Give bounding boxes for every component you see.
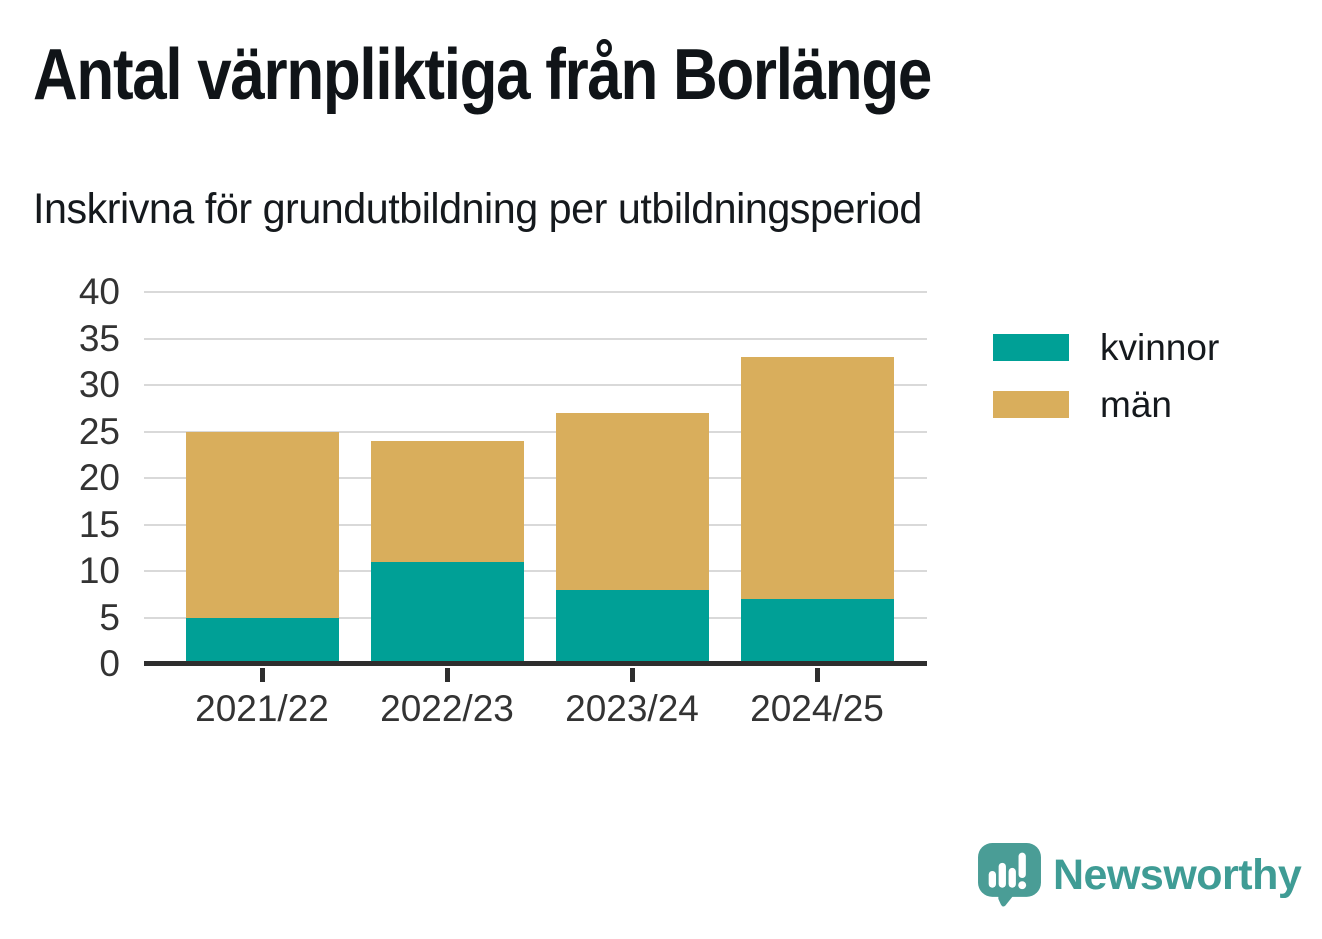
y-axis-label: 5 [99, 596, 120, 638]
gridline [144, 430, 927, 433]
legend-swatch-kvinnor [993, 333, 1069, 361]
y-axis-label: 10 [78, 550, 120, 591]
x-axis-tick [814, 668, 820, 682]
bar-segment-kvinnor [555, 589, 709, 664]
x-axis-tick [259, 668, 265, 682]
bar-segment-mn [555, 412, 709, 590]
gridline [144, 477, 927, 479]
gridline [144, 523, 927, 526]
legend: kvinnor män [993, 329, 1219, 447]
plot-area [144, 291, 927, 682]
legend-label: män [1100, 383, 1172, 425]
gridline [144, 384, 927, 386]
chart-subtitle: Inskrivna för grundutbildning per utbild… [33, 185, 922, 233]
bar-segment-kvinnor [185, 617, 339, 664]
y-axis-label: 25 [78, 410, 120, 452]
x-axis-label: 2021/22 [195, 688, 329, 729]
legend-label: kvinnor [1100, 326, 1220, 368]
y-axis-label: 30 [78, 364, 120, 405]
newsworthy-logo-icon [978, 843, 1041, 907]
gridline [144, 337, 927, 340]
legend-item-mn: män [993, 386, 1219, 423]
y-axis-label: 0 [99, 643, 120, 684]
legend-swatch-mn [993, 390, 1069, 418]
bar-segment-mn [370, 440, 524, 562]
gridline [144, 291, 927, 293]
chart-title: Antal värnpliktiga från Borlänge [33, 35, 932, 115]
y-axis-label: 15 [78, 503, 120, 545]
bar-segment-mn [740, 357, 894, 599]
bar-segment-kvinnor [370, 561, 524, 664]
bar-segment-kvinnor [740, 598, 894, 664]
bar-segment-mn [185, 431, 339, 618]
x-axis-label: 2024/25 [750, 688, 884, 729]
x-axis-line [144, 661, 927, 666]
y-axis-label: 35 [78, 317, 120, 359]
newsworthy-branding: Newsworthy [977, 842, 1302, 908]
x-axis-label: 2023/24 [565, 688, 699, 729]
newsworthy-logo-text: Newsworthy [1053, 850, 1302, 899]
y-axis-label: 20 [78, 457, 120, 498]
x-axis-tick [444, 668, 450, 682]
x-axis-tick [629, 668, 635, 682]
x-axis-label: 2022/23 [380, 688, 514, 729]
legend-item-kvinnor: kvinnor [993, 329, 1219, 366]
gridline [144, 570, 927, 572]
gridline [144, 616, 927, 619]
y-axis-label: 40 [78, 271, 120, 312]
